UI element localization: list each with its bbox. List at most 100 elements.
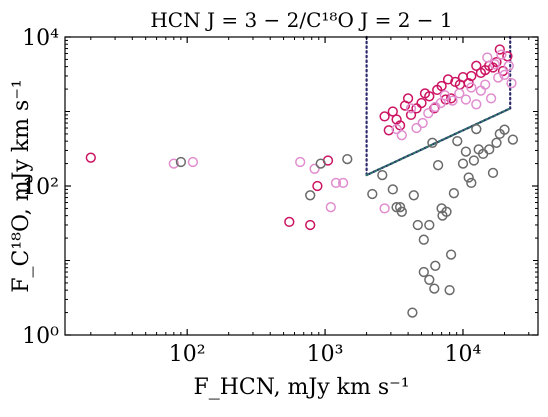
- boundary-line-1: [365, 107, 512, 177]
- axes-frame: [64, 36, 539, 336]
- plot-area: [85, 35, 519, 318]
- data-point: [441, 206, 452, 217]
- data-point: [284, 216, 295, 228]
- data-point: [379, 111, 390, 122]
- data-point: [471, 123, 482, 135]
- data-point: [463, 172, 474, 183]
- data-point: [496, 49, 507, 60]
- data-point: [168, 158, 179, 169]
- data-point: [295, 156, 306, 168]
- data-point: [424, 274, 435, 285]
- data-point: [491, 56, 502, 68]
- data-point: [429, 283, 440, 294]
- data-point: [407, 307, 418, 318]
- data-point: [466, 70, 477, 82]
- data-point: [485, 93, 497, 104]
- axes: 10² 10³ 10⁴ 10⁰ 10² 10⁴: [22, 26, 539, 367]
- data-point: [507, 134, 519, 145]
- data-point: [445, 249, 457, 260]
- data-point: [424, 219, 435, 231]
- data-point: [427, 137, 438, 148]
- data-point: [417, 117, 428, 129]
- data-point: [468, 155, 480, 166]
- data-point: [471, 60, 482, 71]
- data-point: [480, 79, 491, 90]
- data-point: [367, 188, 378, 200]
- data-point: [412, 219, 423, 231]
- x-tick-label: 10²: [169, 342, 206, 367]
- y-axis-label: F_C¹⁸O, mJy km s⁻¹: [9, 79, 34, 292]
- data-point: [424, 91, 435, 102]
- data-point: [337, 177, 349, 189]
- data-point: [442, 74, 454, 85]
- data-point: [499, 124, 510, 135]
- data-point: [436, 80, 447, 92]
- data-point: [444, 284, 455, 296]
- data-point: [466, 82, 477, 93]
- data-point: [460, 146, 472, 157]
- data-point: [432, 160, 444, 171]
- data-point: [387, 106, 398, 117]
- data-point: [489, 59, 500, 70]
- data-point: [460, 94, 472, 105]
- data-point: [396, 206, 407, 217]
- data-point: [452, 135, 463, 147]
- data-point: [447, 95, 458, 106]
- data-point: [379, 203, 390, 214]
- data-point: [85, 152, 96, 163]
- x-tick-label: 10⁴: [445, 342, 482, 367]
- data-point: [405, 103, 417, 114]
- data-point: [503, 60, 514, 71]
- data-point: [457, 158, 469, 169]
- x-axis-label: F_HCN, mJy km s⁻¹: [193, 375, 409, 400]
- data-point: [499, 69, 510, 81]
- data-point: [418, 266, 429, 278]
- data-point: [315, 158, 326, 169]
- data-point: [487, 167, 499, 179]
- data-point: [439, 90, 451, 101]
- data-point: [330, 177, 342, 189]
- data-point: [454, 88, 465, 99]
- y-tick-label: 10⁴: [22, 26, 59, 51]
- data-point: [187, 156, 199, 168]
- data-point: [416, 97, 427, 109]
- data-point: [506, 78, 517, 89]
- data-point: [411, 122, 422, 134]
- chart-title: HCN J = 3 − 2/C¹⁸O J = 2 − 1: [150, 8, 452, 32]
- data-point: [391, 123, 402, 135]
- data-point: [394, 202, 406, 213]
- data-point: [491, 137, 502, 148]
- data-point: [175, 156, 187, 168]
- data-point: [325, 202, 336, 213]
- data-point: [430, 260, 441, 271]
- data-point: [408, 190, 419, 201]
- data-point: [484, 144, 495, 155]
- data-point: [494, 44, 505, 55]
- data-point: [396, 130, 407, 141]
- data-point: [387, 184, 398, 195]
- data-point: [405, 109, 417, 121]
- data-point: [312, 180, 323, 192]
- data-point: [448, 188, 460, 199]
- data-point: [418, 234, 429, 245]
- data-point: [502, 51, 513, 62]
- data-point: [423, 108, 434, 119]
- y-tick-label: 10⁰: [22, 324, 59, 349]
- data-point: [475, 85, 487, 96]
- data-point: [482, 52, 493, 63]
- data-point: [305, 219, 316, 231]
- data-point: [305, 190, 316, 201]
- data-point: [377, 169, 388, 181]
- data-point: [402, 93, 414, 104]
- data-point: [493, 72, 504, 83]
- y-tick-label: 10²: [22, 175, 59, 200]
- data-point: [471, 99, 482, 110]
- x-tick-label: 10³: [307, 342, 344, 367]
- data-point: [466, 177, 477, 189]
- data-point: [445, 93, 457, 104]
- data-point: [342, 153, 353, 165]
- data-point: [309, 163, 320, 174]
- data-point: [435, 97, 446, 109]
